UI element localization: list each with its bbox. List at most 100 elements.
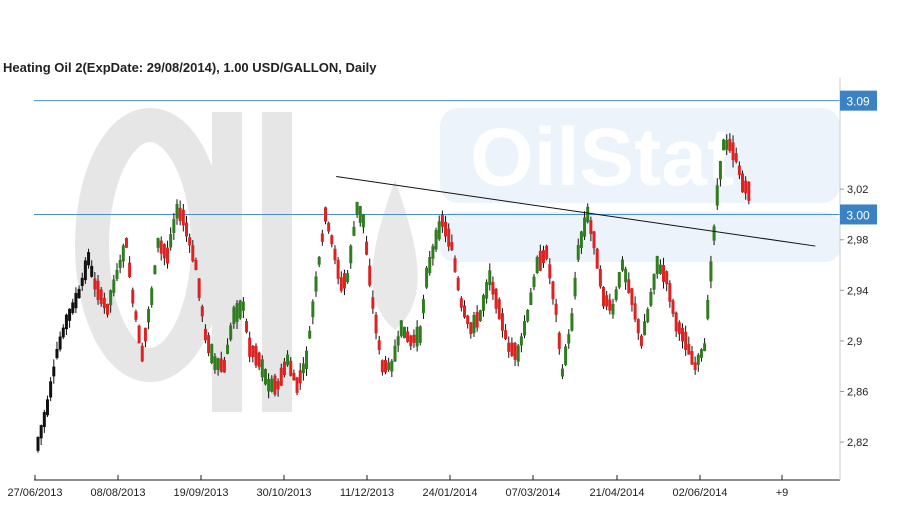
candle-body — [557, 332, 561, 349]
candle-body — [39, 425, 43, 439]
candle-body — [147, 308, 151, 323]
candle-body — [191, 245, 195, 262]
candle-body — [747, 181, 751, 201]
candle-body — [327, 222, 331, 232]
candle-body — [497, 299, 501, 320]
candle-body — [488, 270, 492, 286]
candle-body — [586, 206, 590, 223]
candle-body — [137, 325, 141, 344]
candle-body — [725, 140, 729, 150]
candle-body — [267, 378, 271, 392]
candle-body — [245, 321, 249, 333]
candle-body — [722, 139, 726, 151]
candle-body — [570, 313, 574, 331]
level-badge — [840, 90, 877, 111]
candle-body — [523, 320, 527, 336]
candle-body — [93, 278, 97, 290]
candle-body — [166, 247, 170, 264]
candle-body — [128, 262, 132, 277]
candle-body — [602, 286, 606, 307]
candle-body — [399, 320, 403, 337]
y-tick-label: 2,9 — [847, 336, 862, 348]
candle-body — [159, 240, 163, 254]
candle-body — [140, 345, 144, 362]
candle-body — [323, 207, 327, 222]
candle-body — [143, 327, 147, 342]
candle-body — [361, 214, 365, 228]
candle-body — [257, 352, 261, 368]
candle-body — [668, 283, 672, 302]
candle-body — [516, 345, 520, 362]
candle-body — [184, 222, 188, 237]
candle-body — [627, 279, 631, 293]
candle-body — [131, 289, 135, 304]
candle-body — [703, 343, 707, 352]
candle-body — [90, 265, 94, 277]
candle-body — [390, 360, 394, 372]
candle-body — [241, 301, 245, 311]
candle-body — [235, 303, 239, 322]
candle-body — [286, 354, 290, 366]
candle-body — [519, 336, 523, 346]
candle-body — [124, 238, 128, 248]
candle-body — [459, 298, 463, 308]
chart-title: Heating Oil 2(ExpDate: 29/08/2014), 1.00… — [3, 60, 377, 75]
candle-body — [42, 411, 46, 428]
candle-body — [425, 267, 429, 288]
x-tick-label: +9 — [776, 487, 789, 499]
horizontal-lines — [34, 100, 840, 215]
x-tick-label: 21/04/2014 — [589, 487, 644, 499]
candle-body — [314, 276, 318, 292]
candle-body — [282, 361, 286, 376]
price-badges: 3.09 3.00 — [840, 90, 877, 225]
candle-body — [649, 291, 653, 306]
candle-body — [469, 322, 473, 335]
candle-body — [61, 327, 65, 338]
candle-body — [352, 226, 356, 236]
candle-body — [693, 362, 697, 371]
candle-body — [662, 265, 666, 282]
candle-body — [178, 207, 182, 222]
candle-body — [608, 299, 612, 311]
candle-body — [494, 288, 498, 309]
candle-body — [434, 229, 438, 250]
candle-body — [150, 288, 154, 305]
candle-body — [636, 319, 640, 334]
candle-body — [248, 337, 252, 357]
candle-body — [507, 342, 511, 352]
candle-body — [406, 331, 410, 342]
candle-body — [106, 303, 110, 315]
candle-body — [55, 348, 59, 359]
candle-body — [115, 269, 119, 280]
candle-body — [687, 344, 691, 355]
candle-body — [579, 231, 583, 248]
candle-body — [222, 359, 226, 373]
y-tick-label: 3,02 — [847, 184, 868, 196]
candle-body — [611, 303, 615, 315]
candle-body — [83, 260, 87, 281]
y-tick-label: 2,82 — [847, 437, 868, 449]
candle-body — [680, 327, 684, 342]
candle-body — [200, 306, 204, 317]
candle-body — [472, 314, 476, 334]
candle-body — [633, 303, 637, 320]
candle-body — [52, 366, 56, 377]
candle-body — [684, 331, 688, 351]
candle-body — [270, 378, 274, 392]
candle-body — [226, 344, 230, 354]
candle-body — [118, 260, 122, 268]
candle-body — [387, 362, 391, 371]
candle-body — [112, 279, 116, 293]
candle-body — [529, 292, 533, 306]
candle-body — [643, 321, 647, 336]
candle-body — [74, 292, 78, 309]
candle-body — [453, 258, 457, 272]
candle-body — [718, 161, 722, 180]
candle-body — [229, 325, 233, 340]
candle-body — [342, 273, 346, 289]
candle-body — [690, 351, 694, 365]
candle-body — [232, 307, 236, 325]
candle-body — [305, 350, 309, 370]
candle-body — [263, 369, 267, 385]
